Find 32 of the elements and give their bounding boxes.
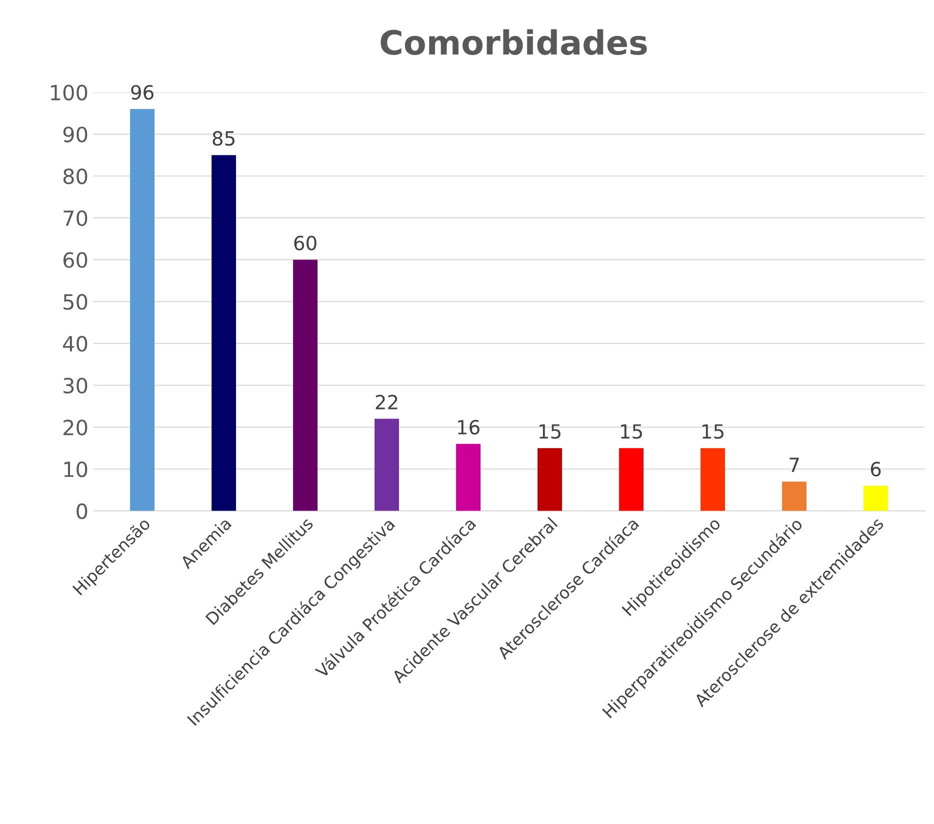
bar (374, 418, 400, 511)
data-label: 85 (212, 131, 234, 146)
bar (619, 448, 644, 511)
data-label: 7 (790, 458, 799, 472)
bar (700, 448, 725, 511)
bar (293, 260, 318, 511)
y-tick-label: 20 (64, 420, 88, 436)
data-label: 60 (294, 236, 316, 250)
data-label: 15 (702, 424, 724, 439)
y-tick-label: 70 (64, 210, 88, 226)
bar (864, 486, 888, 511)
bar (130, 109, 155, 511)
y-tick-label: 90 (63, 126, 88, 142)
chart-title: Comorbidades (380, 29, 647, 55)
data-label: 22 (376, 394, 398, 410)
data-label: 15 (621, 424, 642, 439)
data-label: 96 (131, 85, 154, 100)
y-tick-label: 30 (64, 378, 88, 394)
bar (538, 448, 562, 511)
y-tick-label: 40 (63, 336, 88, 352)
y-tick-label: 10 (64, 461, 88, 478)
y-tick-label: 60 (63, 252, 88, 268)
y-tick-label: 80 (63, 168, 88, 184)
y-tick-label: 50 (64, 294, 88, 310)
bar (456, 444, 481, 511)
data-label: 16 (458, 420, 480, 435)
data-label: 15 (540, 424, 560, 439)
data-label: 6 (870, 462, 881, 476)
bar (212, 155, 236, 511)
y-tick-label: 0 (76, 503, 88, 520)
y-tick-label: 100 (51, 84, 88, 100)
bar (782, 482, 806, 511)
